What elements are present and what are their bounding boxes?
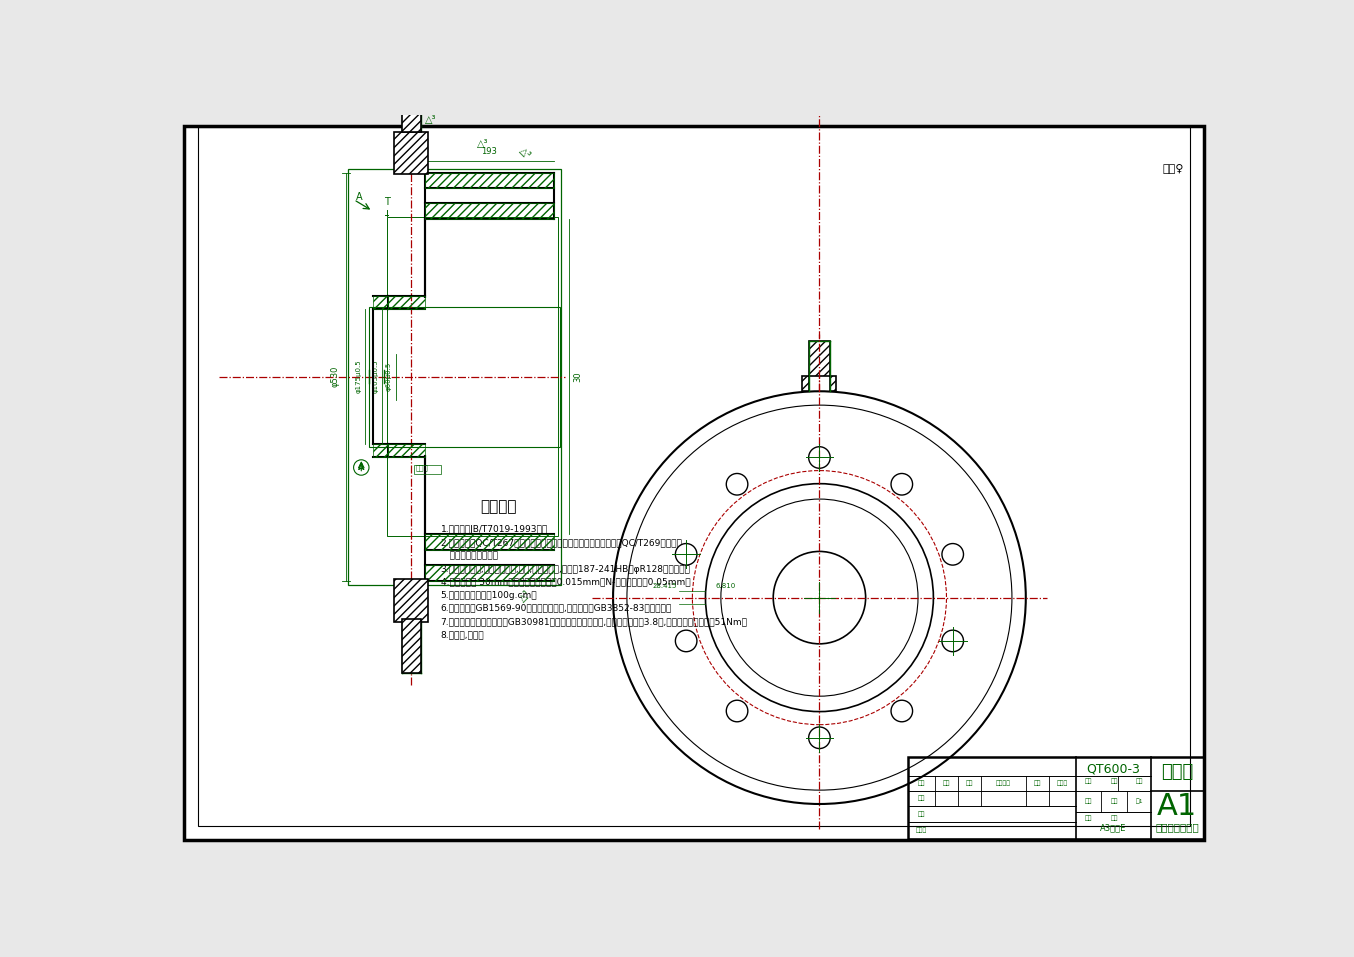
Bar bbox=[348, 168, 562, 585]
Text: 年月日: 年月日 bbox=[1056, 780, 1067, 786]
Text: φ60µ0.5: φ60µ0.5 bbox=[386, 362, 393, 391]
Text: 数量: 数量 bbox=[1085, 798, 1093, 804]
Text: φ530: φ530 bbox=[330, 366, 340, 388]
Text: 底图号: 底图号 bbox=[915, 828, 926, 833]
Text: 193: 193 bbox=[482, 146, 497, 156]
Text: 7.六角螺栓连接的紧固件按GB30981《紧固件机械性能螺栓,螺母和垫片》按3.8级,每个螺栓的紧固力矤51Nm。: 7.六角螺栓连接的紧固件按GB30981《紧固件机械性能螺栓,螺母和垫片》按3.… bbox=[440, 617, 747, 626]
Text: 图纸比例: 图纸比例 bbox=[997, 780, 1011, 786]
Text: 拟定: 拟定 bbox=[917, 780, 925, 786]
Text: 动件质量值规定》。: 动件质量值规定》。 bbox=[440, 551, 498, 561]
Bar bbox=[394, 132, 428, 174]
Circle shape bbox=[891, 474, 913, 495]
Text: 材料: 材料 bbox=[1110, 779, 1118, 785]
Text: △³: △³ bbox=[517, 145, 533, 161]
Circle shape bbox=[942, 630, 964, 652]
Bar bbox=[370, 306, 561, 447]
Text: 制动盘: 制动盘 bbox=[1160, 764, 1193, 782]
Bar bbox=[389, 296, 425, 309]
Text: 2.未注公差按QC/T267《汽车制动工零件未注公差尺寸的限制值》和QC/T269《汽车制: 2.未注公差按QC/T267《汽车制动工零件未注公差尺寸的限制值》和QC/T26… bbox=[440, 539, 682, 547]
Text: 批准: 批准 bbox=[965, 780, 974, 786]
Text: 28.415: 28.415 bbox=[653, 583, 677, 590]
Text: QT600-3: QT600-3 bbox=[1086, 762, 1140, 775]
Text: 哈工大华德学院: 哈工大华德学院 bbox=[1155, 822, 1200, 832]
Bar bbox=[372, 296, 389, 309]
Bar bbox=[402, 619, 421, 673]
Text: φ175µ0.5: φ175µ0.5 bbox=[355, 360, 362, 393]
Circle shape bbox=[808, 727, 830, 748]
Polygon shape bbox=[803, 342, 837, 391]
Text: 图号: 图号 bbox=[1033, 780, 1041, 786]
Bar bbox=[389, 444, 425, 457]
Text: 3.铸件铸后处理,不允许有气孔,疏松,退镇等缺陷,硬度为187-241HB（φR128上处理）。: 3.铸件铸后处理,不允许有气孔,疏松,退镇等缺陷,硬度为187-241HB（φR… bbox=[440, 565, 691, 573]
Text: 校对: 校对 bbox=[942, 780, 951, 786]
Bar bbox=[425, 535, 554, 550]
Text: 标记: 标记 bbox=[1136, 779, 1144, 785]
Text: φ105µ0.5: φ105µ0.5 bbox=[372, 360, 378, 393]
Bar bbox=[372, 444, 389, 457]
Text: 技术要求: 技术要求 bbox=[481, 500, 517, 515]
Text: 8.去毛刺,倒角。: 8.去毛刺,倒角。 bbox=[440, 630, 485, 639]
Circle shape bbox=[676, 544, 697, 565]
Text: 5.静平衡允许不大于100g.cm。: 5.静平衡允许不大于100g.cm。 bbox=[440, 590, 538, 600]
Text: 描图: 描图 bbox=[917, 812, 925, 816]
Text: A3曲乙E: A3曲乙E bbox=[1099, 823, 1127, 833]
Bar bbox=[425, 172, 554, 188]
Text: 6.紧固长度按GB1569-90中的件系列选取,使用尺寸按GB3852-83中扭矩值。: 6.紧固长度按GB1569-90中的件系列选取,使用尺寸按GB3852-83中扭… bbox=[440, 604, 672, 612]
Text: 粗糙孔: 粗糙孔 bbox=[416, 464, 428, 471]
Bar bbox=[387, 217, 558, 536]
Text: 重量: 重量 bbox=[1110, 815, 1118, 821]
Text: △³: △³ bbox=[477, 140, 489, 149]
Bar bbox=[413, 465, 440, 475]
Circle shape bbox=[942, 544, 964, 565]
Text: A: A bbox=[357, 463, 364, 472]
Bar bbox=[909, 757, 1204, 839]
Text: 材料: 材料 bbox=[1110, 798, 1118, 804]
Text: 制图: 制图 bbox=[917, 796, 925, 801]
Text: 4.制动盘厚度 30mm）单一厚度上不大于0.015mm，N-量值上不大于0.05mm。: 4.制动盘厚度 30mm）单一厚度上不大于0.015mm，N-量值上不大于0.0… bbox=[440, 578, 691, 587]
Text: 基金♀: 基金♀ bbox=[1162, 163, 1183, 172]
Text: △³: △³ bbox=[425, 115, 437, 124]
Text: 6.810: 6.810 bbox=[715, 583, 735, 590]
Text: 1.制动盘按JB/T7019-1993制。: 1.制动盘按JB/T7019-1993制。 bbox=[440, 525, 548, 534]
Circle shape bbox=[726, 701, 747, 722]
Bar bbox=[425, 204, 554, 219]
Circle shape bbox=[891, 701, 913, 722]
Bar bbox=[425, 566, 554, 581]
Text: 比例: 比例 bbox=[1085, 815, 1093, 821]
Circle shape bbox=[676, 630, 697, 652]
Text: T: T bbox=[383, 197, 390, 207]
Text: 比1: 比1 bbox=[1136, 798, 1144, 804]
Text: △³: △³ bbox=[517, 589, 533, 604]
Text: A1: A1 bbox=[1156, 791, 1197, 821]
Circle shape bbox=[808, 447, 830, 468]
Text: 30: 30 bbox=[573, 371, 582, 382]
Text: A: A bbox=[356, 191, 363, 202]
Text: 处数: 处数 bbox=[1085, 779, 1093, 785]
Bar bbox=[394, 579, 428, 621]
Circle shape bbox=[726, 474, 747, 495]
Bar bbox=[402, 78, 421, 132]
